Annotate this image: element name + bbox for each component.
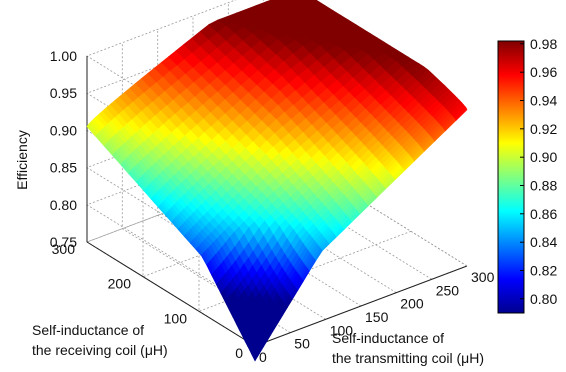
z-tick-label: 0.85 <box>50 160 77 176</box>
z-tick-label: 0.80 <box>50 197 77 213</box>
y-axis-label-line2: the receiving coil (μH) <box>32 342 168 358</box>
colorbar-tick-label: 0.82 <box>530 263 557 279</box>
colorbar-tick-label: 0.88 <box>530 178 557 194</box>
colorbar-tick-label: 0.98 <box>530 36 557 52</box>
z-tick-label: 0.90 <box>50 122 77 138</box>
z-tick-label: 0.75 <box>50 234 77 250</box>
x-tick-label: 100 <box>330 322 354 338</box>
y-tick-label: 300 <box>52 241 76 257</box>
colorbar-tick-label: 0.96 <box>530 64 557 80</box>
colorbar-tick-label: 0.92 <box>530 121 557 137</box>
y-tick-label: 200 <box>108 276 132 292</box>
colorbar-tick-label: 0.86 <box>530 206 557 222</box>
x-tick-label: 50 <box>294 336 310 352</box>
colorbar <box>497 40 525 314</box>
colorbar-tick-label: 0.80 <box>530 291 557 307</box>
z-tick-label: 0.95 <box>50 85 77 101</box>
z-axis-label: Efficiency <box>14 130 30 190</box>
x-tick-label: 0 <box>259 349 267 365</box>
colorbar-ticks: 0.80 0.82 0.84 0.86 0.88 0.90 0.92 0.94 0.96 0.98 <box>520 36 557 307</box>
colorbar-tick-label: 0.94 <box>530 93 557 109</box>
colorbar-tick-label: 0.90 <box>530 149 557 165</box>
z-tick-label: 1.00 <box>50 48 77 64</box>
y-tick-label: 100 <box>164 310 188 326</box>
surface-patch <box>455 108 468 122</box>
x-tick-label: 200 <box>400 296 424 312</box>
x-tick-label: 250 <box>436 282 460 298</box>
x-axis-label-line1: Self-inductance of <box>332 330 444 346</box>
y-axis-label-line1: Self-inductance of <box>32 322 144 338</box>
efficiency-surface <box>86 0 468 362</box>
x-tick-label: 300 <box>471 269 495 285</box>
x-axis-label-line2: the transmitting coil (μH) <box>332 350 484 366</box>
y-tick-label: 0 <box>235 345 243 361</box>
x-tick-label: 150 <box>365 309 389 325</box>
colorbar-tick-label: 0.84 <box>530 234 557 250</box>
axis-ticks: 0.75 0.80 0.85 0.90 0.95 1.00 0 50 100 150 200 250 3… <box>50 48 495 365</box>
